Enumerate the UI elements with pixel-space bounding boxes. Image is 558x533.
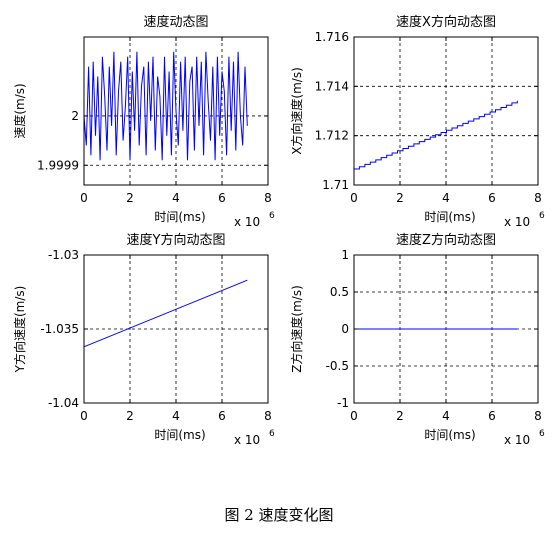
subplot-title: 速度Y方向动态图: [127, 232, 226, 248]
x-tick-label: 4: [442, 191, 450, 205]
x-multiplier-exponent: 6: [269, 429, 275, 439]
x-axis-label: 时间(ms): [424, 428, 475, 442]
y-tick-label: -1.04: [48, 396, 79, 410]
x-tick-label: 0: [350, 191, 358, 205]
x-multiplier: x 10: [234, 433, 260, 447]
x-tick-label: 2: [126, 191, 134, 205]
y-tick-label: 1.714: [315, 79, 349, 93]
x-tick-label: 6: [218, 409, 226, 423]
y-tick-label: -1.03: [48, 248, 79, 262]
series-line: [83, 51, 248, 161]
x-tick-label: 4: [172, 191, 180, 205]
x-axis-label: 时间(ms): [154, 210, 205, 224]
subplot-title: 速度动态图: [143, 14, 208, 30]
y-axis-label: X方向速度(m/s): [289, 67, 304, 155]
x-tick-label: 2: [396, 409, 404, 423]
x-multiplier: x 10: [504, 433, 530, 447]
series-line: [354, 100, 518, 170]
x-axis-label: 时间(ms): [154, 428, 205, 442]
x-tick-label: 4: [172, 409, 180, 423]
x-tick-label: 8: [264, 191, 272, 205]
y-tick-label: 1.9999: [37, 158, 79, 172]
y-tick-label: -1: [337, 396, 349, 410]
x-tick-label: 0: [80, 409, 88, 423]
y-axis-label: Y方向速度(m/s): [12, 286, 27, 374]
y-tick-label: -0.5: [326, 359, 349, 373]
x-tick-label: 4: [442, 409, 450, 423]
subplot-title: 速度Z方向动态图: [396, 232, 496, 248]
x-multiplier-exponent: 6: [539, 211, 545, 221]
y-axis-label: Z方向速度(m/s): [289, 285, 304, 373]
x-tick-label: 0: [80, 191, 88, 205]
subplot-title: 速度X方向动态图: [396, 14, 496, 30]
y-tick-label: 1.712: [315, 129, 349, 143]
x-tick-label: 8: [534, 409, 542, 423]
x-tick-label: 0: [350, 409, 358, 423]
x-multiplier-exponent: 6: [539, 429, 545, 439]
y-tick-label: -1.035: [40, 322, 79, 336]
x-multiplier: x 10: [504, 215, 530, 229]
x-tick-label: 2: [396, 191, 404, 205]
x-tick-label: 6: [488, 191, 496, 205]
series-line: [83, 279, 248, 348]
x-tick-label: 8: [534, 191, 542, 205]
y-axis-label: 速度(m/s): [12, 83, 27, 138]
figure-caption: 图 2 速度变化图: [224, 506, 334, 524]
x-axis-label: 时间(ms): [424, 210, 475, 224]
x-multiplier-exponent: 6: [269, 211, 275, 221]
y-tick-label: 1: [341, 248, 349, 262]
x-tick-label: 6: [488, 409, 496, 423]
y-tick-label: 1.716: [315, 30, 349, 44]
y-tick-label: 0.5: [330, 285, 349, 299]
x-multiplier: x 10: [234, 215, 260, 229]
y-tick-label: 1.71: [322, 178, 349, 192]
y-tick-label: 0: [341, 322, 349, 336]
x-tick-label: 6: [218, 191, 226, 205]
x-tick-label: 8: [264, 409, 272, 423]
y-tick-label: 2: [71, 109, 79, 123]
x-tick-label: 2: [126, 409, 134, 423]
